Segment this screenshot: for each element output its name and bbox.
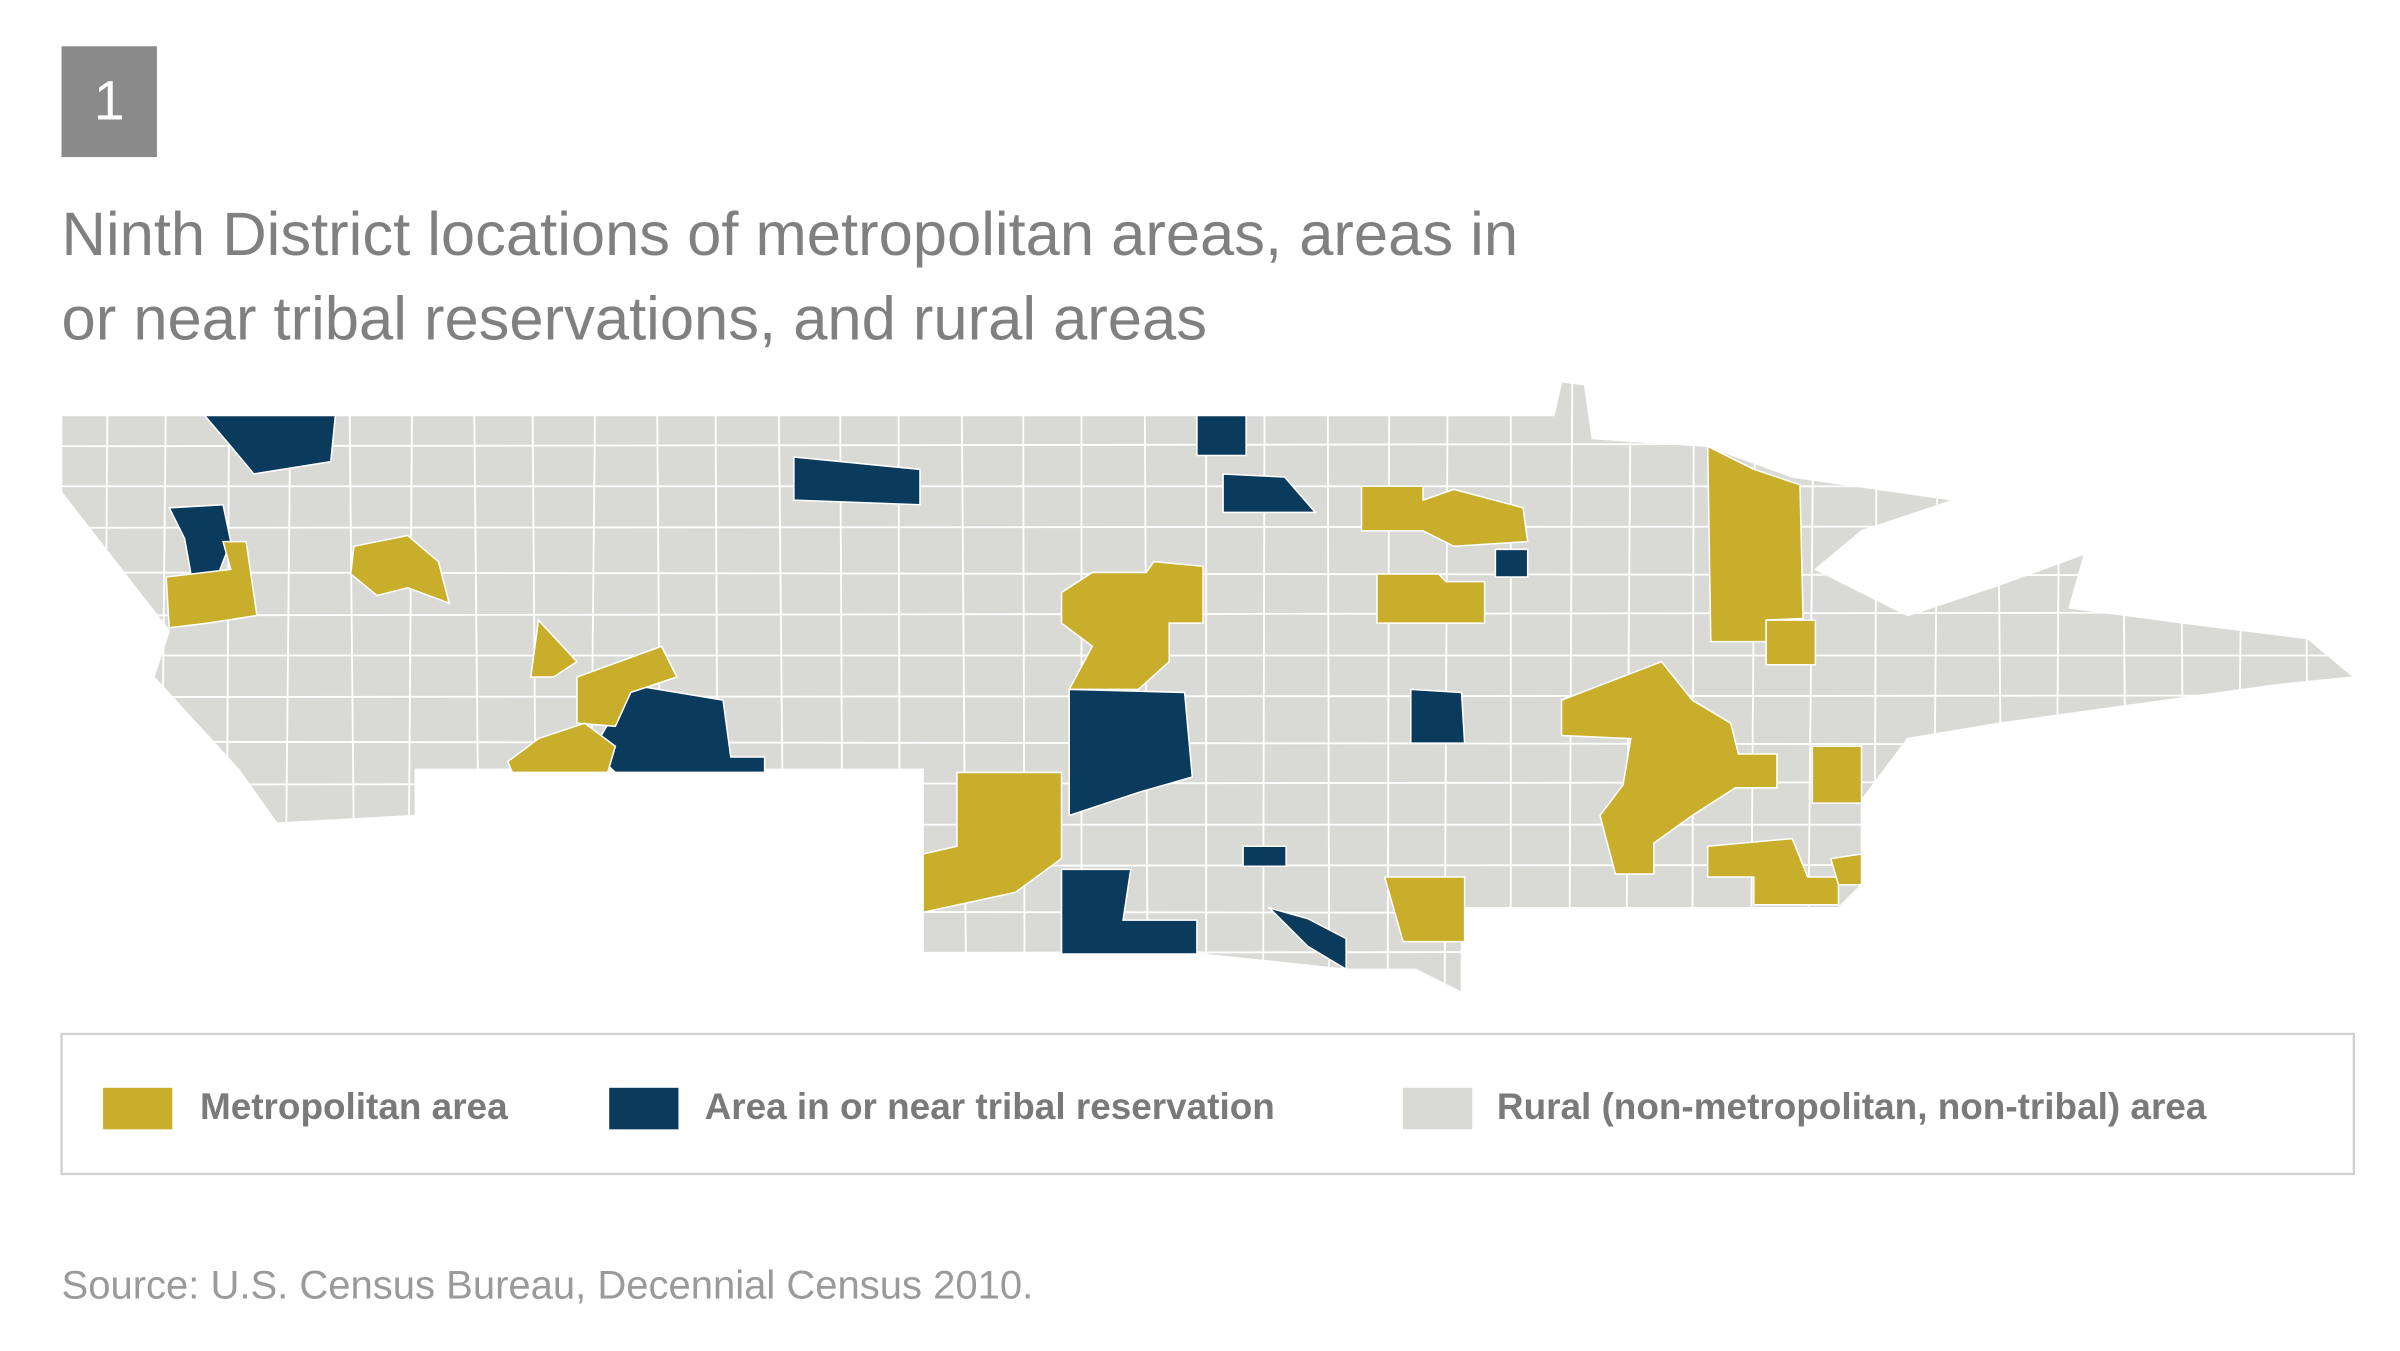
county	[1811, 745, 1863, 804]
county	[1242, 845, 1287, 868]
county-line	[61, 694, 2354, 698]
county-line	[61, 611, 2354, 617]
title-line: Ninth District locations of metropolitan…	[62, 200, 1519, 269]
county-line	[1691, 381, 1695, 993]
county-line	[1022, 381, 1026, 993]
figure-badge	[61, 46, 157, 158]
county	[922, 771, 1063, 914]
county	[1222, 473, 1318, 514]
legend-box	[60, 1032, 2355, 1176]
county-line	[1326, 381, 1331, 993]
county-line	[1386, 381, 1391, 993]
map	[60, 380, 2356, 994]
county-line	[61, 863, 2354, 868]
county	[1376, 573, 1486, 624]
county	[1829, 853, 1863, 886]
district-outline	[60, 380, 2356, 994]
title-line: or near tribal reservations, and rural a…	[62, 284, 1207, 353]
county	[1560, 660, 1778, 875]
county	[529, 618, 579, 678]
county	[1060, 560, 1204, 691]
county-line	[1262, 381, 1266, 993]
legend: Metropolitan area Area in or near tribal …	[103, 1086, 2207, 1130]
county	[1360, 485, 1529, 548]
county	[1706, 837, 1840, 906]
legend-swatch	[103, 1087, 173, 1130]
legend-swatch	[1403, 1087, 1473, 1130]
county	[202, 414, 337, 475]
county	[1060, 868, 1198, 955]
legend-label: Rural (non-metropolitan, non-tribal) are…	[1497, 1086, 2207, 1127]
county-line	[1568, 381, 1574, 993]
county	[1266, 906, 1347, 971]
source-note: Source: U.S. Census Bureau, Decennial Ce…	[62, 1263, 1034, 1307]
county	[1765, 619, 1817, 666]
counties	[165, 414, 1863, 971]
badge-number: 1	[94, 69, 125, 131]
county	[1383, 876, 1466, 943]
legend-label: Metropolitan area	[200, 1086, 508, 1127]
county	[1068, 688, 1194, 817]
county	[165, 540, 258, 629]
county	[1410, 688, 1466, 744]
county	[793, 456, 921, 506]
county	[1196, 414, 1247, 457]
county-line	[1143, 381, 1149, 993]
county-line	[2303, 381, 2311, 993]
county	[506, 722, 617, 774]
county	[1494, 548, 1529, 578]
county	[576, 645, 679, 728]
legend-label: Area in or near tribal reservation	[705, 1086, 1275, 1127]
legend-swatch	[609, 1087, 679, 1130]
county	[349, 534, 451, 605]
